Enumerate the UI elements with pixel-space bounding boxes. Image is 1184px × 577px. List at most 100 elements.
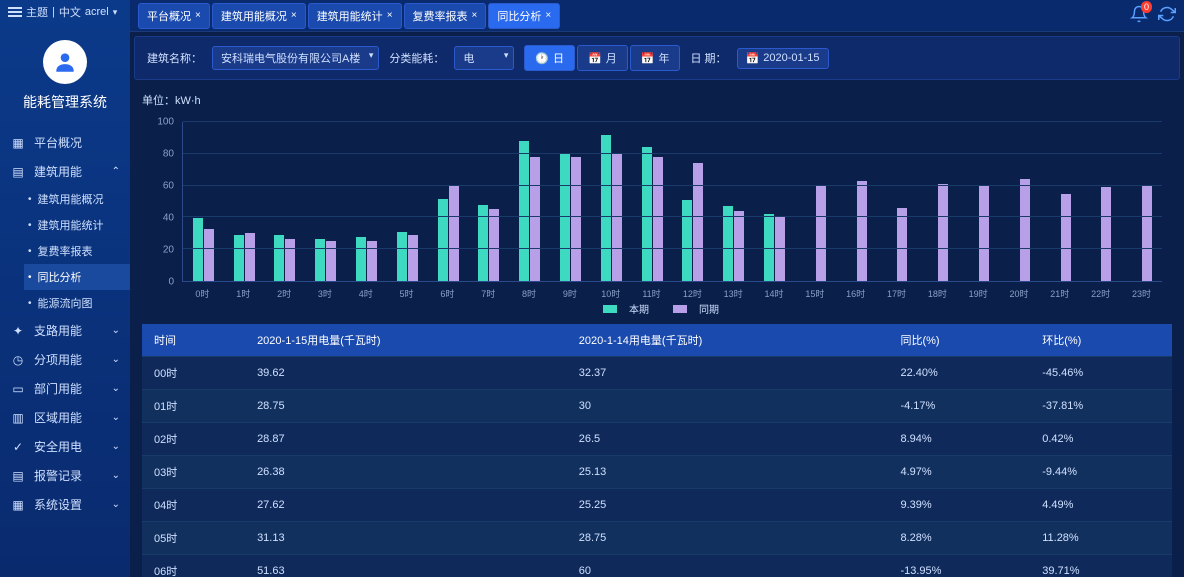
x-label: 1时 bbox=[223, 287, 264, 300]
table-row: 05时31.1328.758.28%11.28% bbox=[142, 522, 1172, 555]
x-label: 20时 bbox=[999, 287, 1040, 300]
bar bbox=[938, 184, 948, 281]
bar bbox=[408, 235, 418, 281]
bar-group bbox=[877, 122, 918, 281]
legend-item: 同期 bbox=[665, 301, 719, 316]
period-day-button[interactable]: 🕐日 bbox=[524, 45, 575, 71]
sidebar-item-部门用能[interactable]: ▭部门用能⌄ bbox=[0, 374, 130, 403]
system-title: 能耗管理系统 bbox=[0, 92, 130, 112]
bar-group bbox=[265, 122, 306, 281]
tab-复费率报表[interactable]: 复费率报表× bbox=[404, 3, 487, 29]
avatar bbox=[43, 40, 87, 84]
bar-group bbox=[1081, 122, 1122, 281]
bar bbox=[734, 211, 744, 281]
tab-同比分析[interactable]: 同比分析× bbox=[488, 3, 560, 29]
x-label: 7时 bbox=[468, 287, 509, 300]
sidebar-sub-复费率报表[interactable]: 复费率报表 bbox=[24, 238, 130, 264]
bar bbox=[204, 229, 214, 281]
y-tick: 60 bbox=[163, 181, 174, 192]
bar-group bbox=[632, 122, 673, 281]
period-month-button[interactable]: 📅月 bbox=[577, 45, 628, 71]
user-label[interactable]: acrel bbox=[85, 6, 109, 18]
bar-group bbox=[428, 122, 469, 281]
chevron-icon: ⌄ bbox=[112, 383, 120, 394]
bar bbox=[857, 181, 867, 281]
bar bbox=[245, 233, 255, 281]
bar-group bbox=[673, 122, 714, 281]
sidebar-item-分项用能[interactable]: ◷分项用能⌄ bbox=[0, 345, 130, 374]
bar bbox=[571, 157, 581, 281]
bar-group bbox=[469, 122, 510, 281]
sidebar-sub-能源流向图[interactable]: 能源流向图 bbox=[24, 290, 130, 316]
bar bbox=[367, 241, 377, 281]
x-label: 10时 bbox=[590, 287, 631, 300]
close-icon[interactable]: × bbox=[472, 10, 478, 21]
period-year-button[interactable]: 📅年 bbox=[630, 45, 681, 71]
close-icon[interactable]: × bbox=[387, 10, 393, 21]
clock-icon: 🕐 bbox=[535, 52, 549, 65]
building-select[interactable]: 安科瑞电气股份有限公司A楼 bbox=[212, 46, 379, 70]
lang-label[interactable]: 中文 bbox=[59, 4, 81, 20]
sidebar-item-平台概况[interactable]: ▦平台概况 bbox=[0, 128, 130, 157]
bar bbox=[653, 157, 663, 281]
bar bbox=[285, 239, 295, 281]
sidebar-item-支路用能[interactable]: ✦支路用能⌄ bbox=[0, 316, 130, 345]
notification-icon[interactable]: 0 bbox=[1130, 5, 1148, 26]
chevron-icon: ⌄ bbox=[112, 441, 120, 452]
nav-icon: ▦ bbox=[10, 497, 26, 513]
x-label: 12时 bbox=[672, 287, 713, 300]
x-label: 2时 bbox=[264, 287, 305, 300]
close-icon[interactable]: × bbox=[195, 10, 201, 21]
x-label: 11时 bbox=[631, 287, 672, 300]
table-row: 03时26.3825.134.97%-9.44% bbox=[142, 456, 1172, 489]
bar bbox=[438, 199, 448, 281]
bar bbox=[489, 209, 499, 282]
bar bbox=[234, 235, 244, 281]
close-icon[interactable]: × bbox=[545, 10, 551, 21]
building-label: 建筑名称： bbox=[147, 50, 202, 66]
x-label: 13时 bbox=[713, 287, 754, 300]
chevron-icon: ⌄ bbox=[112, 354, 120, 365]
x-label: 18时 bbox=[917, 287, 958, 300]
close-icon[interactable]: × bbox=[291, 10, 297, 21]
table-header: 同比(%) bbox=[888, 324, 1030, 357]
table-row: 02时28.8726.58.94%0.42% bbox=[142, 423, 1172, 456]
x-label: 15时 bbox=[794, 287, 835, 300]
x-label: 21时 bbox=[1039, 287, 1080, 300]
calendar-icon: 📅 bbox=[746, 52, 760, 65]
nav-icon: ▤ bbox=[10, 164, 26, 180]
sidebar-item-系统设置[interactable]: ▦系统设置⌄ bbox=[0, 490, 130, 519]
sidebar-item-建筑用能[interactable]: ▤建筑用能⌃ bbox=[0, 157, 130, 186]
tab-建筑用能概况[interactable]: 建筑用能概况× bbox=[212, 3, 306, 29]
x-label: 23时 bbox=[1121, 287, 1162, 300]
sidebar-item-区域用能[interactable]: ▥区域用能⌄ bbox=[0, 403, 130, 432]
bar bbox=[693, 163, 703, 281]
bar bbox=[560, 154, 570, 281]
tab-平台概况[interactable]: 平台概况× bbox=[138, 3, 210, 29]
sidebar-sub-建筑用能统计[interactable]: 建筑用能统计 bbox=[24, 212, 130, 238]
sidebar-item-报警记录[interactable]: ▤报警记录⌄ bbox=[0, 461, 130, 490]
sidebar-sub-同比分析[interactable]: 同比分析 bbox=[24, 264, 130, 290]
x-label: 3时 bbox=[304, 287, 345, 300]
type-select[interactable]: 电 bbox=[454, 46, 514, 70]
sidebar-item-安全用电[interactable]: ✓安全用电⌄ bbox=[0, 432, 130, 461]
bar bbox=[642, 147, 652, 281]
nav-icon: ✓ bbox=[10, 439, 26, 455]
x-label: 4时 bbox=[345, 287, 386, 300]
chevron-icon: ⌄ bbox=[112, 499, 120, 510]
theme-label[interactable]: 主题 bbox=[26, 4, 48, 20]
table-row: 04时27.6225.259.39%4.49% bbox=[142, 489, 1172, 522]
chevron-icon: ⌄ bbox=[112, 412, 120, 423]
nav-icon: ✦ bbox=[10, 323, 26, 339]
chevron-icon: ⌄ bbox=[112, 470, 120, 481]
sidebar-sub-建筑用能概况[interactable]: 建筑用能概况 bbox=[24, 186, 130, 212]
table-row: 01时28.7530-4.17%-37.81% bbox=[142, 390, 1172, 423]
menu-toggle[interactable] bbox=[8, 7, 22, 17]
bar-group bbox=[509, 122, 550, 281]
bar-group bbox=[917, 122, 958, 281]
bar-group bbox=[795, 122, 836, 281]
x-label: 16时 bbox=[835, 287, 876, 300]
tab-建筑用能统计[interactable]: 建筑用能统计× bbox=[308, 3, 402, 29]
date-picker[interactable]: 📅2020-01-15 bbox=[737, 48, 829, 69]
refresh-icon[interactable] bbox=[1158, 5, 1176, 26]
